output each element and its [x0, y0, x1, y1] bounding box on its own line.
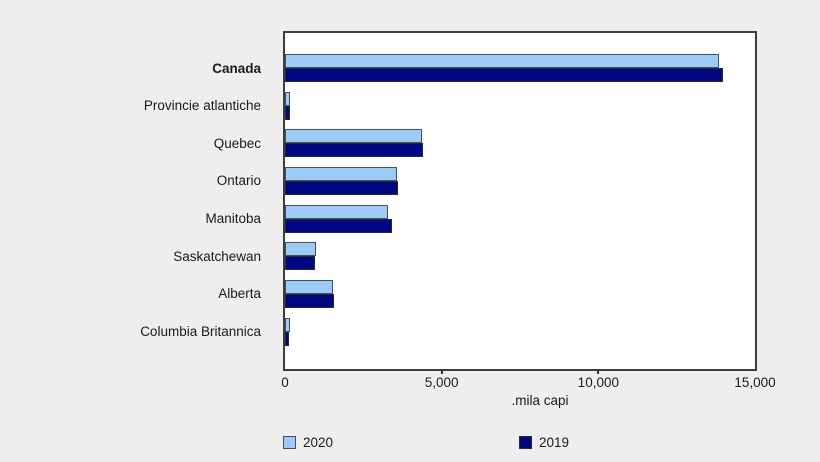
bar-2019-alberta [285, 293, 335, 308]
bar-2019-quebec [285, 143, 424, 158]
legend-swatch-2020 [283, 436, 296, 449]
legend-item-2019: 2019 [519, 435, 569, 450]
bar-2019-saskatchewan [285, 256, 315, 271]
bar-pair-columbia-britannica: Columbia Britannica [140, 317, 290, 346]
plot-area: Canada Provincie atlantiche Quebec Ontario M… [140, 31, 757, 371]
bar-2019-manitoba [285, 218, 392, 233]
x-tick-label-0: 0 [281, 375, 289, 390]
bar-2020-provincie-atlantiche [285, 91, 290, 106]
x-tick-mark-5000 [440, 369, 443, 374]
category-label-ontario: Ontario [216, 173, 261, 189]
bar-2020-quebec [285, 129, 422, 144]
category-label-canada: Canada [212, 60, 261, 76]
bar-2020-columbia-britannica [285, 317, 290, 332]
bar-pair-ontario: Ontario [217, 166, 399, 195]
category-label-quebec: Quebec [213, 135, 261, 151]
bar-2019-provincie-atlantiche [285, 105, 290, 120]
bar-pair-quebec: Quebec [214, 129, 424, 158]
legend-label-2020: 2020 [303, 435, 334, 450]
bar-2019-ontario [285, 180, 399, 195]
x-tick-mark-10000 [597, 369, 600, 374]
x-tick-label-10000: 10,000 [577, 375, 619, 390]
category-label-alberta: Alberta [218, 286, 261, 302]
bar-pair-canada: Canada [212, 54, 723, 82]
bar-2020-canada [285, 54, 719, 68]
bar-pair-alberta: Alberta [218, 279, 335, 308]
legend-item-2020: 2020 [283, 435, 333, 450]
category-label-saskatchewan: Saskatchewan [173, 248, 261, 264]
x-tick-label-15000: 15,000 [734, 375, 776, 390]
category-label-columbia-britannica: Columbia Britannica [140, 324, 261, 340]
bar-2020-ontario [285, 166, 398, 181]
bar-2020-alberta [285, 279, 333, 294]
x-tick-label-5000: 5,000 [424, 375, 459, 390]
legend-swatch-2019 [519, 436, 532, 449]
bar-pair-provincie-atlantiche: Provincie atlantiche [144, 91, 290, 120]
x-axis-title: .mila capi [511, 393, 569, 408]
legend-label-2019: 2019 [539, 435, 570, 450]
bar-2019-columbia-britannica [285, 331, 290, 346]
bar-pair-manitoba: Manitoba [205, 204, 392, 233]
bar-pair-saskatchewan: Saskatchewan [173, 242, 316, 271]
bar-2019-canada [285, 68, 723, 82]
category-label-provincie-atlantiche: Provincie atlantiche [143, 98, 261, 114]
bar-2020-manitoba [285, 204, 389, 219]
category-label-manitoba: Manitoba [205, 211, 261, 227]
bar-2020-saskatchewan [285, 242, 316, 257]
